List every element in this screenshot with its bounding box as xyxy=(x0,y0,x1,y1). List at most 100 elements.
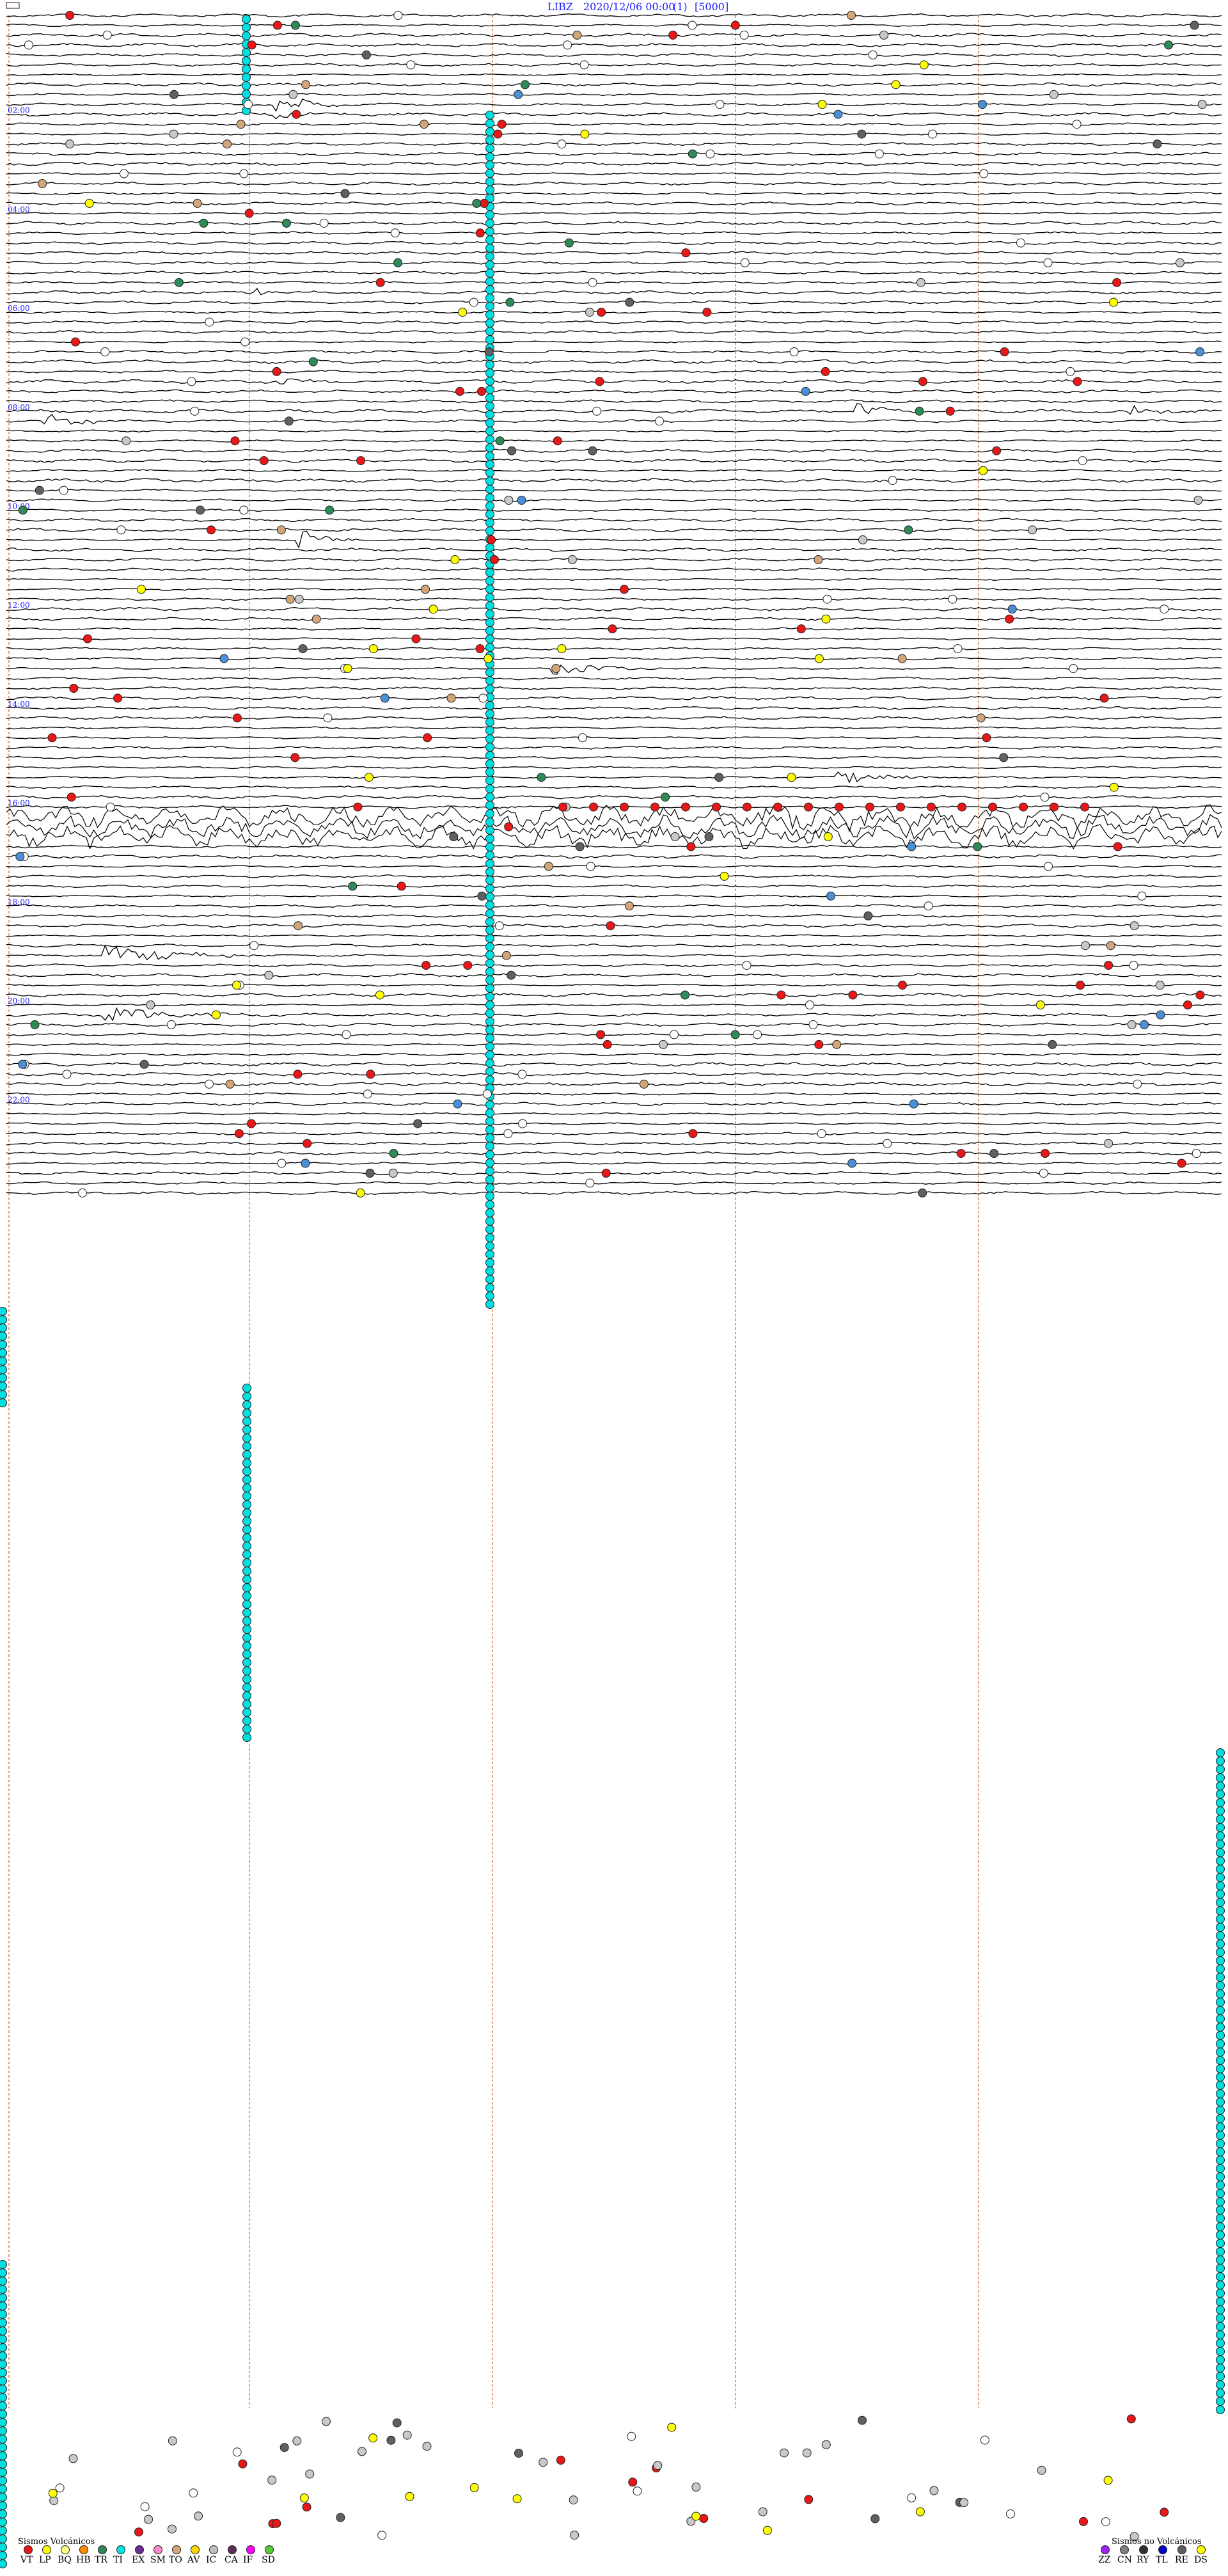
seismic-trace xyxy=(6,904,1222,908)
tremor-marker xyxy=(1216,1931,1225,1940)
event-marker xyxy=(980,2435,989,2445)
tremor-marker xyxy=(485,1017,494,1026)
tremor-marker xyxy=(0,2493,7,2502)
seismic-trace xyxy=(6,706,1222,710)
tremor-marker xyxy=(1216,2014,1225,2023)
seismic-trace xyxy=(6,191,1222,196)
tremor-marker xyxy=(0,2460,7,2469)
event-marker xyxy=(597,308,606,317)
event-marker xyxy=(207,525,216,535)
tremor-marker xyxy=(0,2435,7,2444)
seismic-trace xyxy=(6,478,1222,483)
event-marker xyxy=(606,921,615,931)
event-marker xyxy=(977,100,987,109)
seismic-trace xyxy=(6,824,1222,850)
tremor-marker xyxy=(485,867,494,876)
legend-swatch xyxy=(154,2545,162,2554)
tremor-marker xyxy=(1216,2256,1225,2264)
event-marker xyxy=(140,2502,150,2511)
event-marker xyxy=(343,664,352,673)
tremor-marker xyxy=(1216,1773,1225,1782)
seismic-trace xyxy=(6,804,1222,833)
event-marker xyxy=(1192,1149,1201,1158)
legend-swatch xyxy=(79,2545,88,2554)
tremor-marker xyxy=(0,2501,7,2510)
tremor-marker xyxy=(242,1733,251,1742)
event-marker xyxy=(421,585,430,594)
event-marker xyxy=(808,1020,818,1029)
tremor-marker xyxy=(0,2476,7,2485)
legend-nonvolcanic: Sismos no Volcánicos ZZ CN RY TL RE DS xyxy=(1098,2537,1208,2565)
seismic-trace xyxy=(6,251,1222,255)
tremor-marker xyxy=(485,510,494,519)
event-marker xyxy=(402,2430,412,2440)
seismic-trace xyxy=(6,271,1222,275)
event-marker xyxy=(879,30,888,40)
event-marker xyxy=(705,149,715,159)
tremor-marker xyxy=(242,1542,251,1551)
legend-label: TI xyxy=(113,2555,123,2565)
event-marker xyxy=(704,832,714,841)
event-marker xyxy=(805,1000,814,1009)
event-marker xyxy=(240,337,250,347)
tremor-marker xyxy=(485,959,494,968)
event-marker xyxy=(883,1139,892,1148)
tremor-marker xyxy=(242,1508,251,1517)
event-marker xyxy=(137,585,146,594)
seismic-trace xyxy=(6,429,1222,433)
event-marker xyxy=(205,317,214,327)
event-marker xyxy=(625,297,634,307)
tremor-marker xyxy=(1216,2098,1225,2106)
seismic-trace xyxy=(6,1043,1222,1047)
event-marker xyxy=(1113,842,1122,851)
tremor-marker xyxy=(0,2385,7,2394)
tremor-marker xyxy=(485,452,494,461)
event-marker xyxy=(702,308,712,317)
legend-nonvolcanic-items: ZZ CN RY TL RE DS xyxy=(1098,2545,1208,2565)
event-marker xyxy=(823,832,833,841)
event-marker xyxy=(773,802,782,812)
tremor-marker xyxy=(0,2543,7,2552)
event-marker xyxy=(988,802,997,812)
seismic-trace xyxy=(6,664,1222,675)
legend-swatch xyxy=(61,2545,70,2554)
tremor-marker xyxy=(0,2318,7,2327)
event-marker xyxy=(1190,20,1199,30)
tremor-marker xyxy=(0,1315,7,1324)
event-marker xyxy=(507,446,517,455)
tremor-marker xyxy=(242,1600,251,1609)
seismic-trace xyxy=(6,1071,1222,1077)
event-marker xyxy=(602,1039,612,1049)
legend-volcanic-item: TO xyxy=(169,2545,182,2565)
event-marker xyxy=(924,901,933,911)
event-marker xyxy=(1193,496,1203,505)
event-marker xyxy=(575,842,585,851)
event-marker xyxy=(358,2447,366,2456)
event-marker xyxy=(168,2436,177,2446)
tremor-marker xyxy=(0,2485,7,2493)
event-marker xyxy=(521,80,530,90)
seismic-trace xyxy=(6,1162,1222,1165)
event-marker xyxy=(264,970,274,980)
tremor-marker xyxy=(485,227,494,236)
tremor-marker xyxy=(242,1425,251,1434)
tremor-marker xyxy=(485,776,494,785)
tremor-marker xyxy=(485,518,494,527)
legend-volcanic-item: IC xyxy=(206,2545,218,2565)
legend-volcanic-item: BQ xyxy=(58,2545,72,2565)
tremor-marker xyxy=(485,635,494,644)
event-marker xyxy=(144,2515,154,2524)
event-marker xyxy=(681,990,689,1000)
event-marker xyxy=(661,793,670,802)
event-marker xyxy=(450,555,460,564)
seismic-trace xyxy=(6,63,1222,67)
event-marker xyxy=(537,773,546,782)
seismic-trace xyxy=(6,785,1222,789)
event-marker xyxy=(553,436,562,446)
tremor-marker xyxy=(485,161,494,170)
tremor-marker xyxy=(1216,1873,1225,1882)
event-marker xyxy=(601,1169,611,1178)
event-marker xyxy=(639,1079,649,1089)
event-marker xyxy=(116,525,126,535)
